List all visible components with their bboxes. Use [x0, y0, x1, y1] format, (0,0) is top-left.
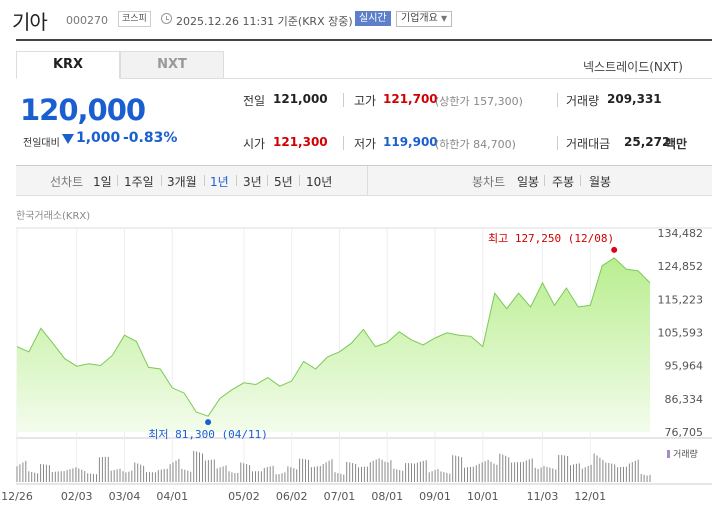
open-value: 121,300	[273, 135, 328, 149]
candle-chart-label: 봉차트	[472, 175, 506, 189]
x-tick-label: 06/02	[276, 490, 308, 503]
upper-limit: (상한가 157,300)	[435, 95, 523, 108]
low-label: 저가	[354, 137, 377, 151]
quote-datetime: 2025.12.26 11:31 기준(KRX 장중)	[176, 15, 353, 28]
period-separator	[267, 175, 268, 186]
max-label: 최고 127,250 (12/08)	[488, 232, 614, 245]
x-tick-label: 09/01	[419, 490, 451, 503]
volume-legend-icon	[667, 450, 670, 458]
period-1d[interactable]: 1일	[93, 175, 112, 189]
stock-name: 기아	[12, 10, 48, 34]
chevron-down-icon: ▼	[441, 14, 448, 23]
period-1y[interactable]: 1년	[210, 175, 229, 189]
trade-value-unit: 백만	[665, 137, 688, 151]
x-tick-label: 05/02	[228, 490, 260, 503]
quote-separator	[343, 136, 344, 150]
quote-separator	[343, 93, 344, 107]
trade-value-label: 거래대금	[566, 137, 611, 151]
tabs-divider	[224, 78, 712, 79]
y-tick-label: 95,964	[665, 360, 704, 373]
max-marker	[611, 246, 618, 253]
prev-close-value: 121,000	[273, 92, 328, 106]
period-10y[interactable]: 10년	[306, 175, 333, 189]
min-marker	[205, 419, 212, 426]
y-tick-label: 105,593	[658, 327, 704, 340]
line-chart-label: 선차트	[50, 175, 84, 189]
clock-icon	[161, 13, 172, 24]
period-1w[interactable]: 1주일	[124, 175, 154, 189]
period-separator	[544, 175, 545, 186]
low-value: 119,900	[383, 135, 438, 149]
quote-separator	[557, 136, 558, 150]
price-line	[16, 257, 651, 417]
period-3m[interactable]: 3개월	[167, 175, 197, 189]
header-divider	[16, 39, 712, 41]
y-tick-label: 115,223	[658, 293, 704, 306]
x-tick-label: 02/03	[61, 490, 93, 503]
x-tick-label: 03/04	[109, 490, 141, 503]
lower-limit: (하한가 84,700)	[435, 138, 516, 151]
x-tick-label: 10/01	[467, 490, 499, 503]
volume-legend-label: 거래량	[673, 450, 698, 460]
realtime-badge[interactable]: 실시간	[355, 11, 391, 26]
period-divider	[367, 166, 368, 195]
x-tick-label: 11/03	[527, 490, 559, 503]
x-tick-label: 07/01	[324, 490, 356, 503]
quote-separator	[557, 93, 558, 107]
period-separator	[236, 175, 237, 186]
x-tick-label: 12/01	[574, 490, 606, 503]
x-tick-label: 08/01	[371, 490, 403, 503]
period-5y[interactable]: 5년	[274, 175, 293, 189]
period-separator	[580, 175, 581, 186]
change-percent: -0.83%	[123, 130, 178, 146]
period-bar	[16, 165, 712, 196]
down-arrow-icon	[62, 134, 74, 144]
company-overview-button[interactable]: 기업개요 ▼	[396, 11, 453, 27]
prev-close-label: 전일	[243, 94, 266, 108]
tab-nxt[interactable]: NXT	[120, 51, 224, 79]
period-separator	[161, 175, 162, 186]
high-label: 고가	[354, 94, 377, 108]
period-separator	[117, 175, 118, 186]
nxt-link[interactable]: 넥스트레이드(NXT)	[583, 60, 683, 74]
tab-krx[interactable]: KRX	[16, 51, 120, 79]
x-tick-label: 04/01	[156, 490, 188, 503]
candle-weekly[interactable]: 주봉	[552, 175, 575, 189]
market-badge: 코스피	[118, 11, 151, 27]
stock-code: 000270	[66, 14, 108, 27]
trade-value: 25,272	[624, 135, 671, 149]
price-area	[17, 257, 650, 432]
volume-label: 거래량	[566, 94, 600, 108]
change-label: 전일대비	[23, 138, 60, 149]
y-tick-label: 76,705	[665, 426, 704, 439]
candle-monthly[interactable]: 월봉	[589, 175, 612, 189]
current-price: 120,000	[20, 93, 146, 127]
period-3y[interactable]: 3년	[243, 175, 262, 189]
y-tick-label: 86,334	[665, 393, 704, 406]
y-tick-label: 134,482	[658, 227, 704, 240]
period-separator	[204, 175, 205, 186]
change-value: 1,000	[76, 130, 121, 146]
y-tick-label: 124,852	[658, 260, 704, 273]
company-overview-label: 기업개요	[401, 13, 438, 24]
candle-daily[interactable]: 일봉	[517, 175, 540, 189]
open-label: 시가	[243, 137, 266, 151]
x-tick-label: 12/26	[1, 490, 33, 503]
high-value: 121,700	[383, 92, 438, 106]
volume-value: 209,331	[607, 92, 662, 106]
period-separator	[299, 175, 300, 186]
chart-source: 한국거래소(KRX)	[16, 211, 91, 222]
min-label: 최저 81,300 (04/11)	[148, 428, 268, 441]
